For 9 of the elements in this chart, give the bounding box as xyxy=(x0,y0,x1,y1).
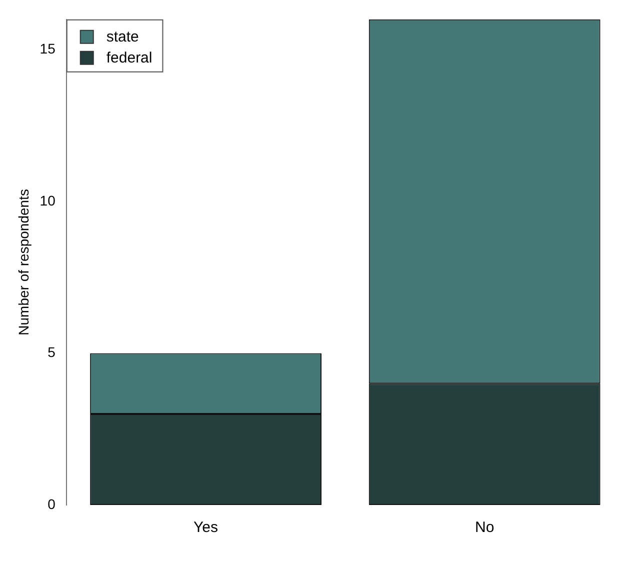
y-tick-label: 15 xyxy=(40,40,56,57)
legend-label: federal xyxy=(106,50,152,67)
y-tick-label: 5 xyxy=(48,344,56,360)
legend-label: state xyxy=(106,28,139,46)
y-tick-label: 0 xyxy=(48,496,56,512)
x-tick-label: No xyxy=(475,519,494,536)
y-axis-title: Number of respondents xyxy=(15,189,32,336)
y-tick-label: 10 xyxy=(40,192,56,208)
x-tick-label: Yes xyxy=(194,519,218,536)
